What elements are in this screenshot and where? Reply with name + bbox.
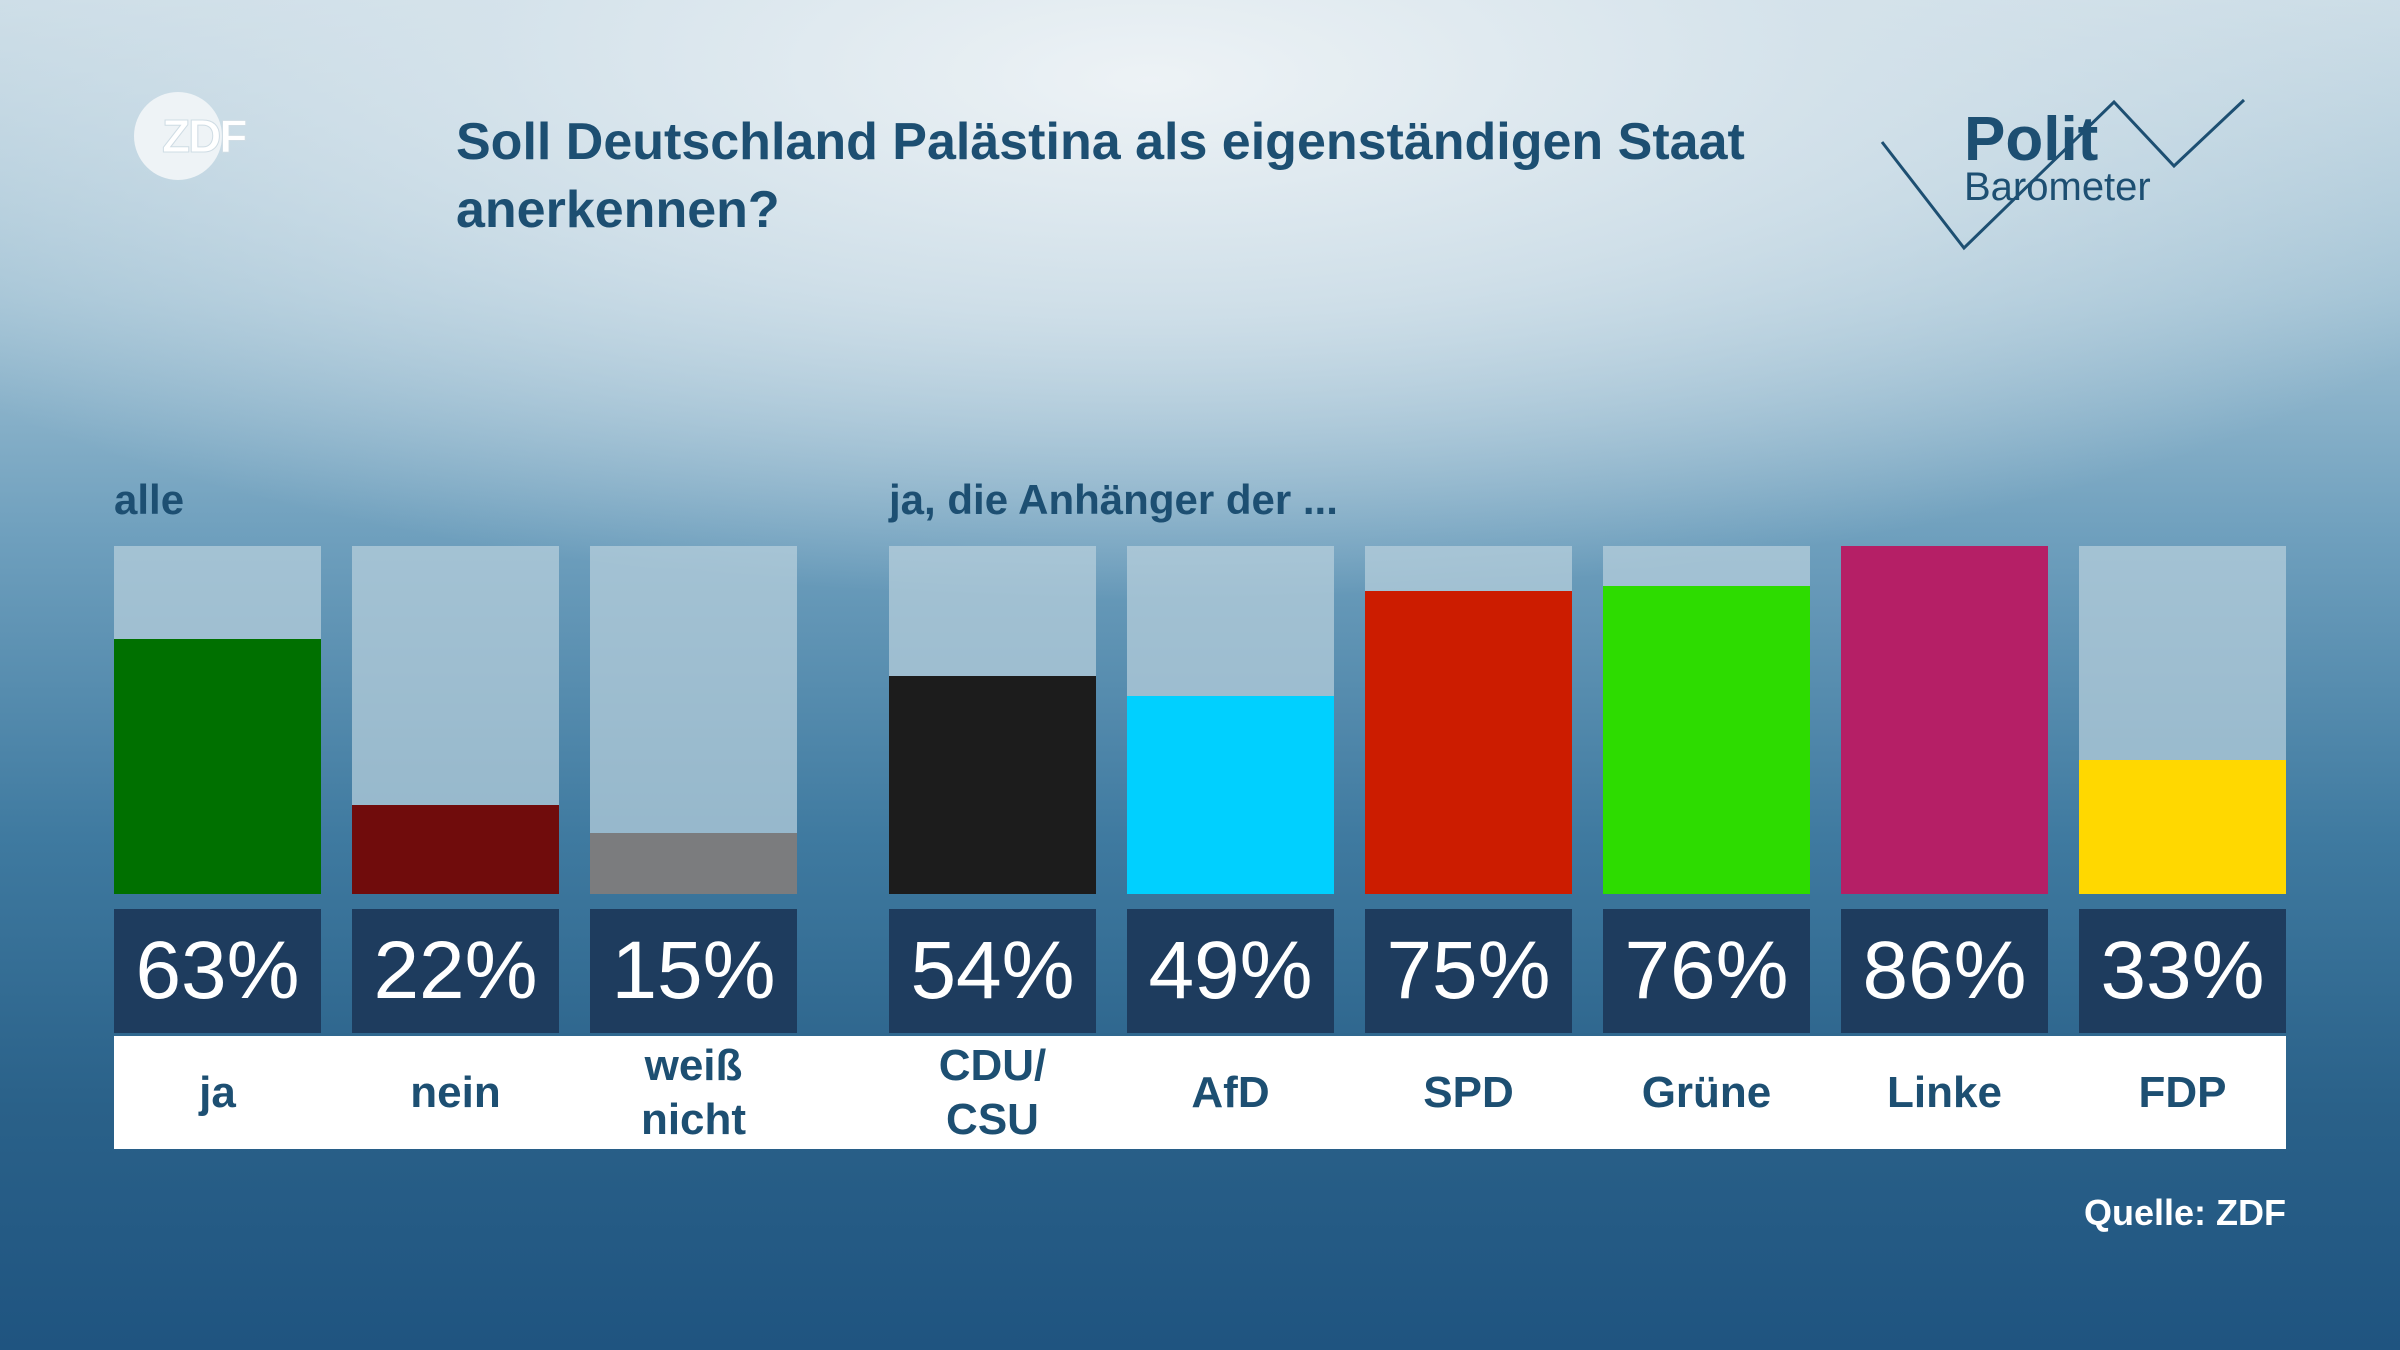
value-label-afd: 49%: [1127, 909, 1334, 1033]
bar-linke: [1841, 546, 2048, 894]
bar-track-nein: [352, 546, 559, 894]
bar-fdp: [2079, 760, 2286, 894]
category-label-cdu-csu: CDU/ CSU: [938, 1040, 1047, 1144]
category-label-linke: Linke: [1887, 1067, 2002, 1117]
value-label-fdp: 33%: [2079, 909, 2286, 1033]
category-label-afd: AfD: [1191, 1067, 1270, 1117]
politbarometer-logo: Polit Barometer: [1880, 98, 2246, 251]
zdf-logo: ZDF: [134, 92, 249, 180]
source-note: Quelle: ZDF: [2083, 1192, 2286, 1233]
bar-afd: [1127, 695, 1334, 894]
bar-track-linke: [1841, 546, 2048, 894]
category-label-fdp: FDP: [2138, 1067, 2227, 1117]
bar-grüne: [1603, 586, 1810, 894]
svg-text:Polit: Polit: [1964, 105, 2098, 174]
bar-track-spd: [1365, 546, 1572, 894]
bar-weiß-nicht: [590, 833, 797, 894]
category-label-ja: ja: [199, 1067, 236, 1117]
category-label-strip: [114, 1036, 2286, 1149]
value-label-spd: 75%: [1365, 909, 1572, 1033]
bar-track-afd: [1127, 546, 1334, 894]
value-label-grüne: 76%: [1603, 909, 1810, 1033]
group-label-all: alle: [114, 476, 185, 523]
value-label-nein: 22%: [352, 909, 559, 1033]
value-label-linke: 86%: [1841, 909, 2048, 1033]
value-label-cdu-csu: 54%: [889, 909, 1096, 1033]
bar-track-fdp: [2079, 546, 2286, 894]
bar-cdu-csu: [889, 675, 1096, 894]
bar-track-weiß-nicht: [590, 546, 797, 894]
category-label-spd: SPD: [1423, 1067, 1514, 1117]
category-label-nein: nein: [410, 1067, 501, 1117]
bar-nein: [352, 804, 559, 894]
category-label-weiß-nicht: weiß nicht: [640, 1040, 747, 1144]
value-label-ja: 63%: [114, 909, 321, 1033]
svg-text:Barometer: Barometer: [1964, 165, 2151, 209]
group-label-party-supporters: ja, die Anhänger der ...: [889, 476, 1338, 523]
svg-text:ZDF: ZDF: [162, 110, 246, 162]
bar-spd: [1365, 590, 1572, 894]
chart-title: Soll Deutschland Palästina als eigenstän…: [456, 113, 1745, 239]
bar-track-cdu-csu: [889, 546, 1096, 894]
bar-track-grüne: [1603, 546, 1810, 894]
category-label-grüne: Grüne: [1641, 1067, 1772, 1117]
value-label-weiß-nicht: 15%: [590, 909, 797, 1033]
bar-ja: [114, 639, 321, 894]
bar-track-ja: [114, 546, 321, 894]
